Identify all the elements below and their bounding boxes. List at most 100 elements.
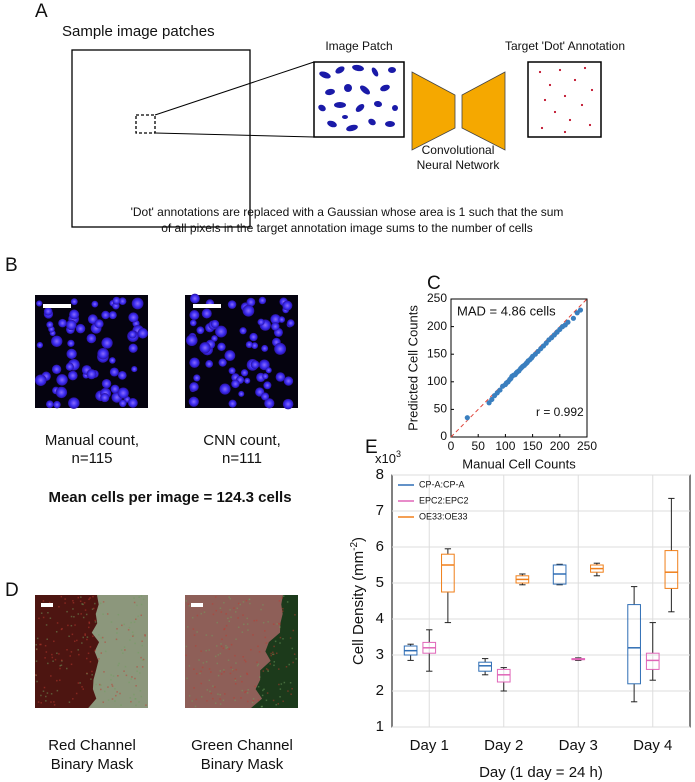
speckle: [198, 659, 200, 661]
speckle: [99, 602, 102, 605]
speckle: [35, 660, 38, 662]
speckle: [36, 637, 39, 640]
speckle: [219, 652, 222, 655]
y-tick-label: 200: [427, 319, 447, 333]
speckle: [106, 613, 109, 615]
speckle: [127, 629, 130, 631]
speckle: [52, 660, 54, 662]
speckle: [68, 701, 71, 703]
nucleus: [258, 296, 267, 305]
x-tick-label: Day 1: [410, 737, 449, 754]
speckle: [73, 616, 75, 618]
sample-image: [71, 49, 251, 228]
dot: [568, 118, 572, 122]
dot: [558, 68, 562, 72]
nucleus: [67, 339, 75, 347]
dot: [540, 126, 544, 130]
speckle: [91, 674, 93, 676]
speckle: [100, 684, 102, 686]
x-tick-label: 100: [495, 439, 515, 453]
speckle: [72, 600, 74, 602]
speckle: [98, 634, 100, 636]
speckle: [58, 605, 60, 608]
speckle: [123, 670, 125, 672]
speckle: [229, 609, 231, 611]
cell-shape: [380, 84, 390, 92]
nucleus: [97, 347, 109, 360]
speckle: [293, 653, 296, 655]
speckle: [273, 653, 275, 656]
speckle: [247, 688, 249, 691]
speckle: [237, 617, 239, 619]
speckle: [117, 613, 120, 616]
y-tick-label: 4: [376, 610, 384, 627]
y-tick-label: 3: [376, 646, 384, 663]
speckle: [38, 617, 40, 620]
speckle: [276, 623, 278, 625]
speckle: [56, 679, 58, 682]
speckle: [64, 598, 66, 600]
speckle: [200, 612, 203, 615]
speckle: [137, 615, 139, 618]
speckle: [86, 657, 88, 660]
speckle: [193, 687, 195, 689]
speckle: [56, 622, 59, 624]
speckle: [77, 682, 80, 684]
speckle: [138, 596, 140, 598]
nucleus: [249, 332, 258, 342]
dot: [563, 130, 567, 134]
speckle: [37, 701, 40, 703]
speckle: [272, 623, 275, 625]
nucleus: [119, 399, 127, 408]
speckle: [50, 701, 52, 703]
scale-exponent: 3: [396, 449, 401, 459]
speckle: [208, 679, 211, 682]
speckle: [225, 645, 227, 647]
image-caption: Binary Mask: [201, 756, 284, 773]
speckle: [47, 662, 49, 665]
speckle: [239, 603, 241, 606]
nucleus: [282, 300, 293, 311]
speckle: [216, 662, 219, 665]
speckle: [281, 610, 284, 612]
speckle: [287, 690, 289, 692]
speckle: [295, 658, 297, 660]
speckle: [128, 681, 130, 684]
speckle: [221, 638, 223, 641]
nucleus: [51, 335, 63, 347]
speckle: [201, 666, 204, 669]
speckle: [246, 700, 249, 703]
speckle: [291, 687, 293, 690]
speckle: [114, 688, 116, 690]
speckle: [110, 674, 112, 676]
speckle: [120, 704, 122, 706]
dot: [583, 66, 587, 70]
speckle: [94, 602, 96, 605]
y-tick-label: 50: [434, 402, 448, 416]
nucleus: [43, 307, 53, 316]
speckle: [130, 678, 132, 680]
legend-label: EPC2:EPC2: [419, 495, 469, 505]
nucleus: [210, 319, 220, 329]
speckle: [144, 635, 146, 637]
speckle: [273, 645, 275, 648]
speckle: [117, 664, 119, 667]
nucleus: [68, 370, 78, 381]
speckle: [49, 617, 52, 620]
speckle: [200, 670, 202, 673]
speckle: [230, 643, 233, 646]
speckle: [278, 600, 281, 602]
speckle: [70, 663, 73, 666]
speckle: [133, 601, 136, 604]
speckle: [257, 645, 259, 648]
y-tick-label: 100: [427, 374, 447, 388]
speckle: [141, 644, 143, 647]
speckle: [92, 595, 94, 598]
speckle: [243, 659, 246, 661]
nucleus: [250, 360, 260, 369]
speckle: [81, 642, 83, 644]
speckle: [84, 633, 86, 635]
speckle: [188, 604, 191, 607]
speckle: [256, 661, 258, 664]
speckle: [82, 688, 84, 690]
